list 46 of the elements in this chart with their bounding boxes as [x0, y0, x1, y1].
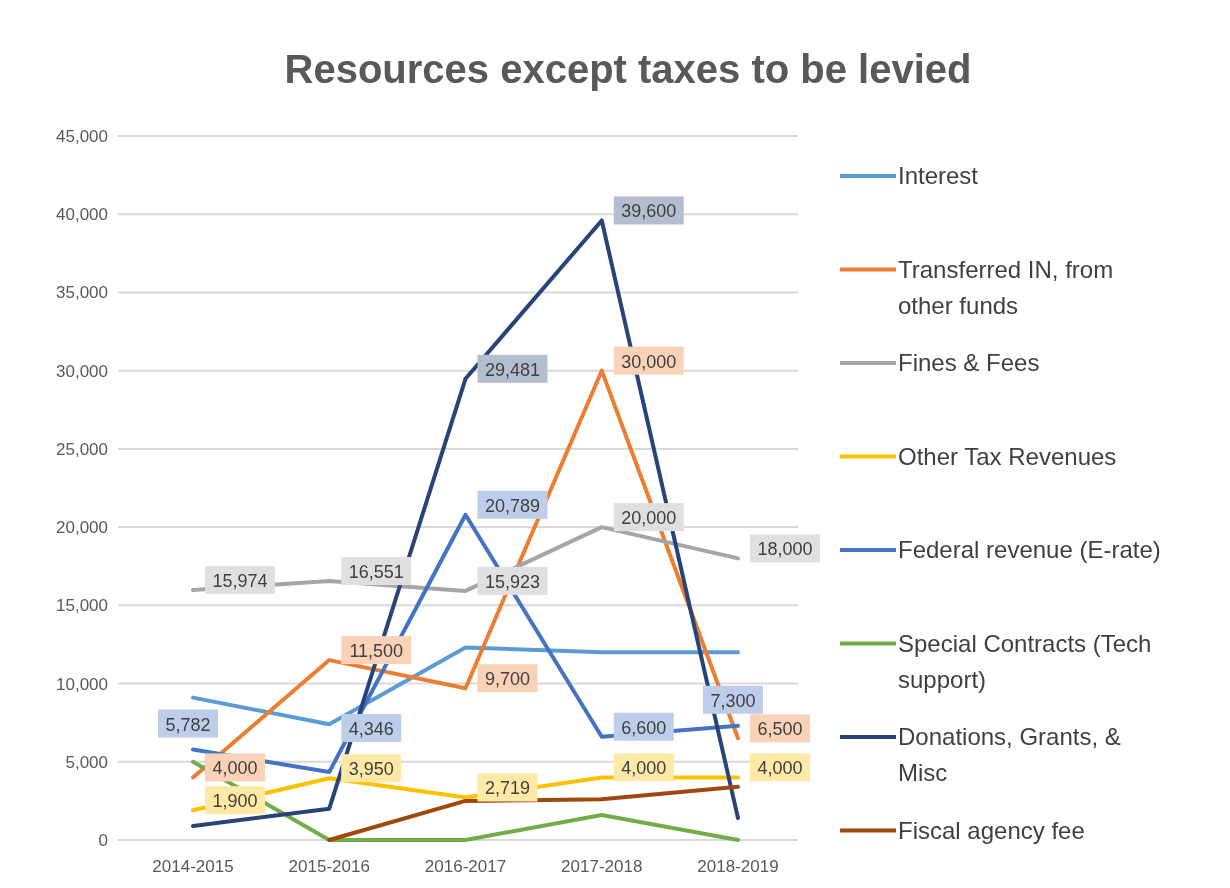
data-label: 30,000	[621, 351, 677, 372]
data-label: 7,300	[710, 690, 756, 711]
y-tick-label: 20,000	[56, 518, 108, 538]
y-tick-label: 45,000	[56, 127, 108, 146]
data-label: 6,600	[621, 717, 667, 738]
data-label: 20,000	[621, 508, 677, 529]
data-label: 4,000	[757, 758, 803, 779]
data-label: 4,346	[348, 719, 394, 740]
legend-label: Federal revenue (E-rate)	[898, 536, 1161, 563]
legend-label: Fines & Fees	[898, 349, 1040, 376]
y-tick-label: 35,000	[56, 283, 108, 303]
data-label: 1,900	[212, 791, 258, 812]
data-label: 5,782	[165, 714, 211, 735]
data-label: 4,000	[212, 758, 258, 779]
data-label: 9,700	[484, 669, 531, 690]
y-tick-label: 30,000	[56, 361, 108, 381]
legend-label: Transferred IN, from other funds	[898, 255, 1114, 319]
y-tick-label: 10,000	[56, 674, 108, 694]
data-label: 16,551	[348, 562, 404, 583]
data-label: 20,789	[484, 495, 541, 516]
y-tick-label: 15,000	[56, 596, 108, 616]
y-tick-label: 40,000	[56, 205, 108, 225]
x-tick-label: 2015-2016	[288, 857, 370, 876]
data-label: 4,000	[621, 758, 667, 779]
chart-title: Resources except taxes to be levied	[284, 47, 972, 91]
x-tick-label: 2018-2019	[697, 857, 779, 876]
legend-label: Donations, Grants, & Misc	[898, 723, 1121, 786]
y-tick-label: 0	[98, 831, 108, 850]
legend-label: Other Tax Revenues	[898, 442, 1117, 470]
data-label: 18,000	[757, 539, 813, 560]
data-label: 39,600	[621, 201, 677, 222]
legend-label: Special Contracts (Tech support)	[898, 629, 1152, 693]
data-label: 11,500	[349, 641, 404, 662]
data-label: 15,923	[484, 571, 541, 592]
data-label: 2,719	[484, 778, 531, 799]
data-label: 29,481	[484, 359, 541, 380]
legend-label: Fiscal agency fee	[898, 816, 1085, 844]
y-tick-label: 5,000	[65, 752, 108, 772]
y-tick-label: 25,000	[56, 439, 108, 459]
x-tick-label: 2016-2017	[424, 857, 507, 876]
legend-label: Interest	[898, 162, 979, 189]
data-label: 3,950	[348, 759, 394, 780]
x-tick-label: 2014-2015	[152, 857, 234, 876]
x-tick-label: 2017-2018	[561, 857, 643, 876]
data-label: 15,974	[212, 571, 268, 592]
data-label: 6,500	[757, 719, 803, 740]
